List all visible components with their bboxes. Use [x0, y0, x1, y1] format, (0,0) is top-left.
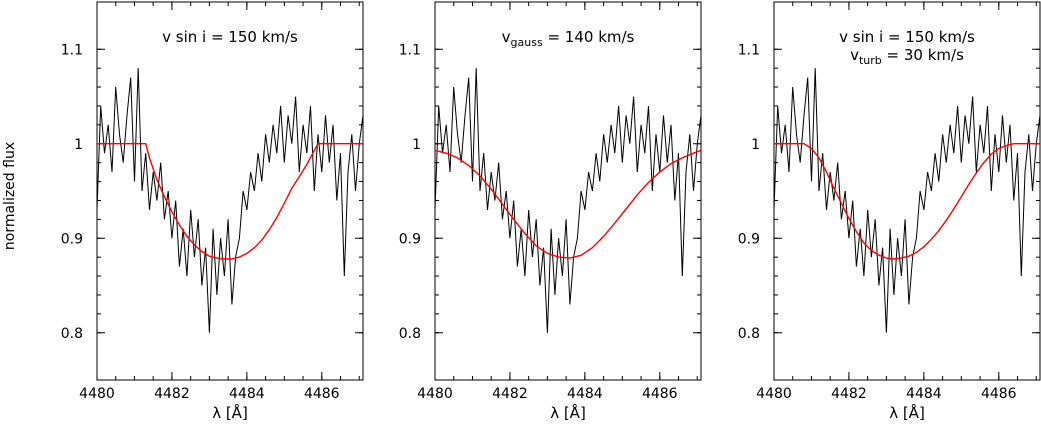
model-profile-line — [435, 149, 701, 259]
y-tick-label: 1.1 — [61, 42, 83, 58]
x-tick-label: 4484 — [567, 386, 603, 402]
y-tick-label: 0.8 — [399, 326, 421, 342]
y-tick-label: 0.8 — [61, 326, 83, 342]
x-tick-label: 4486 — [642, 386, 678, 402]
y-tick-label: 0.9 — [61, 231, 83, 247]
y-tick-label: 0.9 — [738, 231, 760, 247]
plot-frame — [96, 1, 364, 381]
plot-frame — [773, 1, 1041, 381]
y-tick-label: 1 — [74, 137, 83, 153]
observed-spectrum-line — [435, 68, 701, 333]
panel-annotation: v sin i = 150 km/s — [162, 28, 298, 46]
x-axis-label: λ [Å] — [550, 403, 586, 422]
x-axis-label: λ [Å] — [889, 403, 925, 422]
observed-spectrum-line — [774, 68, 1040, 333]
x-tick-label: 4484 — [229, 386, 265, 402]
y-tick-label: 1.1 — [399, 42, 421, 58]
y-tick-label: 1.1 — [738, 42, 760, 58]
panels: 4480 4482 4484 4486 0.8 0.9 1 1.1 λ [Å] v sin i =… — [61, 1, 1041, 422]
x-tick-label: 4480 — [417, 386, 453, 402]
x-tick-label: 4486 — [304, 386, 340, 402]
panel-annotation: vturb = 30 km/s — [850, 46, 964, 67]
y-tick-label: 1 — [412, 137, 421, 153]
y-tick-label: 0.8 — [738, 326, 760, 342]
model-profile-line — [774, 143, 1040, 260]
y-tick-label: 1 — [751, 137, 760, 153]
y-axis-label: normalized flux — [2, 142, 18, 250]
panel-2: 4480 4482 4484 4486 0.8 0.9 1 1.1 λ [Å] vgauss = … — [399, 1, 702, 422]
observed-spectrum-line — [97, 68, 363, 333]
x-tick-label: 4480 — [756, 386, 792, 402]
x-tick-label: 4480 — [79, 386, 115, 402]
panel-1: 4480 4482 4484 4486 0.8 0.9 1 1.1 λ [Å] v sin i =… — [61, 1, 364, 422]
x-tick-label: 4484 — [906, 386, 942, 402]
x-tick-label: 4486 — [981, 386, 1017, 402]
x-tick-label: 4482 — [154, 386, 190, 402]
panel-annotation: v sin i = 150 km/s — [839, 28, 975, 46]
panel-annotation: vgauss = 140 km/s — [502, 28, 635, 49]
plot-frame — [434, 1, 702, 381]
y-tick-label: 0.9 — [399, 231, 421, 247]
model-profile-line — [97, 143, 363, 260]
x-tick-label: 4482 — [831, 386, 867, 402]
x-tick-label: 4482 — [492, 386, 528, 402]
x-axis-label: λ [Å] — [212, 403, 248, 422]
panel-3: 4480 4482 4484 4486 0.8 0.9 1 1.1 λ [Å] v sin i =… — [738, 1, 1041, 422]
